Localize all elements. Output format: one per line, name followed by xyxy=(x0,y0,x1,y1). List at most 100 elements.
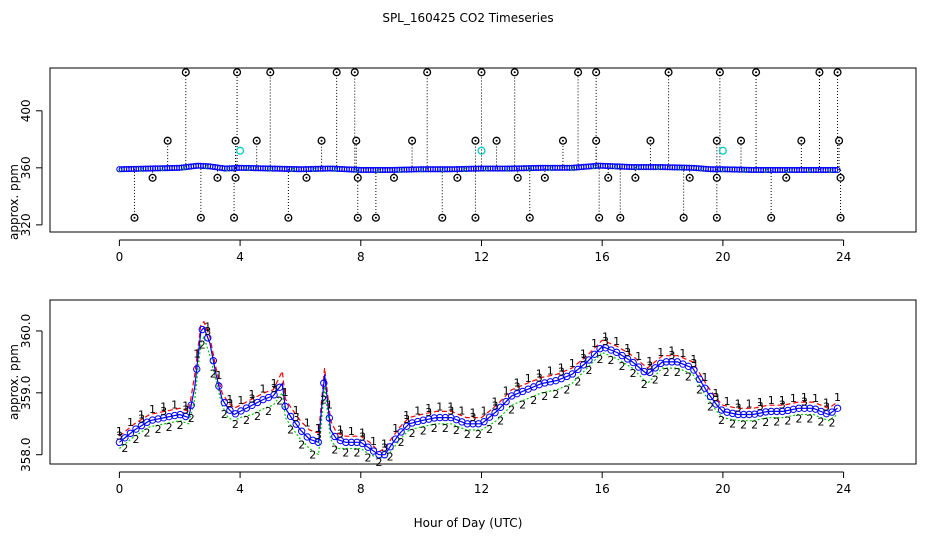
series-3-point xyxy=(137,421,146,430)
series-3-glyph: 3 xyxy=(690,357,697,370)
series-3-point xyxy=(408,419,416,427)
series-3-glyph: 3 xyxy=(668,349,675,362)
chart-title: SPL_160425 CO2 Timeseries xyxy=(382,11,553,25)
series-2-glyph: 2 xyxy=(740,419,747,432)
series-2-glyph: 2 xyxy=(464,428,471,441)
series-1-glyph: 1 xyxy=(790,392,797,405)
outlier-point-center xyxy=(839,216,842,219)
series-2-glyph: 2 xyxy=(409,427,416,440)
flagged-point xyxy=(236,146,245,155)
series-3-point xyxy=(784,406,792,415)
series-1-glyph: 1 xyxy=(116,425,123,438)
series-1-glyph: 1 xyxy=(204,321,211,334)
series-3-point xyxy=(159,414,168,422)
baseline-point xyxy=(832,166,839,174)
outlier-point-center xyxy=(682,216,685,219)
series-3-point xyxy=(226,406,234,414)
outlier-point-center xyxy=(374,216,377,219)
series-1-glyph: 1 xyxy=(447,400,454,413)
series-3-glyph: 3 xyxy=(624,346,631,359)
top-y-tick-label: 400 xyxy=(19,99,33,122)
series-3-point xyxy=(596,344,604,353)
series-3-glyph: 3 xyxy=(359,430,366,443)
series-2-glyph: 2 xyxy=(729,418,736,431)
series-3-point xyxy=(480,418,488,426)
outlier-point-center xyxy=(739,139,742,142)
series-3-glyph: 3 xyxy=(271,382,278,395)
series-3-point xyxy=(187,401,195,409)
outlier-point-center xyxy=(715,216,718,219)
series-2-glyph: 2 xyxy=(552,388,559,401)
series-2-glyph: 2 xyxy=(762,416,769,429)
series-3-point xyxy=(767,407,775,416)
series-3-point xyxy=(204,334,212,342)
series-3-glyph: 3 xyxy=(204,325,211,338)
outlier-point-center xyxy=(595,139,598,142)
series-1-glyph: 1 xyxy=(237,394,244,407)
bottom-plot-area: 1321213212132121321213212132121321213212… xyxy=(115,320,842,469)
outlier-point-center xyxy=(392,176,395,179)
series-2-glyph: 2 xyxy=(784,415,791,428)
series-3-point xyxy=(668,358,676,366)
outlier-point-center xyxy=(667,71,670,74)
outlier-point-center xyxy=(543,176,546,179)
outlier-point-center xyxy=(516,176,519,179)
series-3-point xyxy=(270,391,278,399)
series-3-glyph: 3 xyxy=(580,352,587,365)
series-3-point xyxy=(342,438,350,447)
series-1-glyph: 1 xyxy=(138,408,145,421)
outlier-point-center xyxy=(411,139,414,142)
series-1-glyph: 1 xyxy=(127,416,134,429)
series-3-glyph: 3 xyxy=(713,391,720,404)
outlier-point-center xyxy=(577,71,580,74)
series-2-glyph: 2 xyxy=(795,412,802,425)
series-1-glyph: 1 xyxy=(260,382,267,395)
series-3-point xyxy=(822,409,831,418)
outlier-point-center xyxy=(818,71,821,74)
series-1-glyph: 1 xyxy=(182,399,189,412)
outlier-point-center xyxy=(320,139,323,142)
series-3-point xyxy=(657,359,665,368)
series-3-point xyxy=(386,443,394,451)
series-3-point xyxy=(618,351,626,360)
series-1-glyph: 1 xyxy=(226,393,233,406)
bottom-y-axis-label: approx. ppm xyxy=(7,344,21,420)
bottom-x-tick-label: 24 xyxy=(836,482,851,496)
series-3-point xyxy=(745,410,753,419)
series-3-point xyxy=(154,415,162,423)
top-x-tick-label: 20 xyxy=(715,250,730,264)
series-1-glyph: 1 xyxy=(735,397,742,410)
series-3-point xyxy=(275,383,284,391)
outlier-point-center xyxy=(456,176,459,179)
bottom-x-tick-label: 0 xyxy=(116,482,124,496)
series-1-glyph: 1 xyxy=(514,376,521,389)
series-3-glyph: 3 xyxy=(492,400,499,413)
series-2-glyph: 2 xyxy=(210,368,217,381)
series-3-point xyxy=(436,413,444,422)
series-2-glyph: 2 xyxy=(376,456,383,469)
series-3-point xyxy=(734,410,742,419)
outlier-point-center xyxy=(595,71,598,74)
series-1-glyph: 1 xyxy=(536,367,543,380)
series-1-glyph: 1 xyxy=(823,396,830,409)
series-3-point xyxy=(662,358,670,366)
series-3-point xyxy=(590,350,599,359)
outlier-point-center xyxy=(561,139,564,142)
series-3-point xyxy=(502,397,510,406)
series-1-glyph: 1 xyxy=(492,395,499,408)
series-1-glyph: 1 xyxy=(480,405,487,418)
series-1-glyph: 1 xyxy=(724,395,731,408)
series-3-point xyxy=(297,427,306,435)
series-1-glyph: 1 xyxy=(635,350,642,363)
outlier-point-center xyxy=(755,71,758,74)
series-3-point xyxy=(762,408,770,416)
series-2-glyph: 2 xyxy=(132,433,139,446)
x-axis-label: Hour of Day (UTC) xyxy=(414,516,523,530)
series-3-point xyxy=(485,413,494,421)
outlier-point-center xyxy=(335,71,338,74)
series-line-3 xyxy=(119,326,838,456)
series-3-point xyxy=(541,379,549,387)
series-3-point xyxy=(215,382,223,390)
outlier-point-center xyxy=(216,176,219,179)
